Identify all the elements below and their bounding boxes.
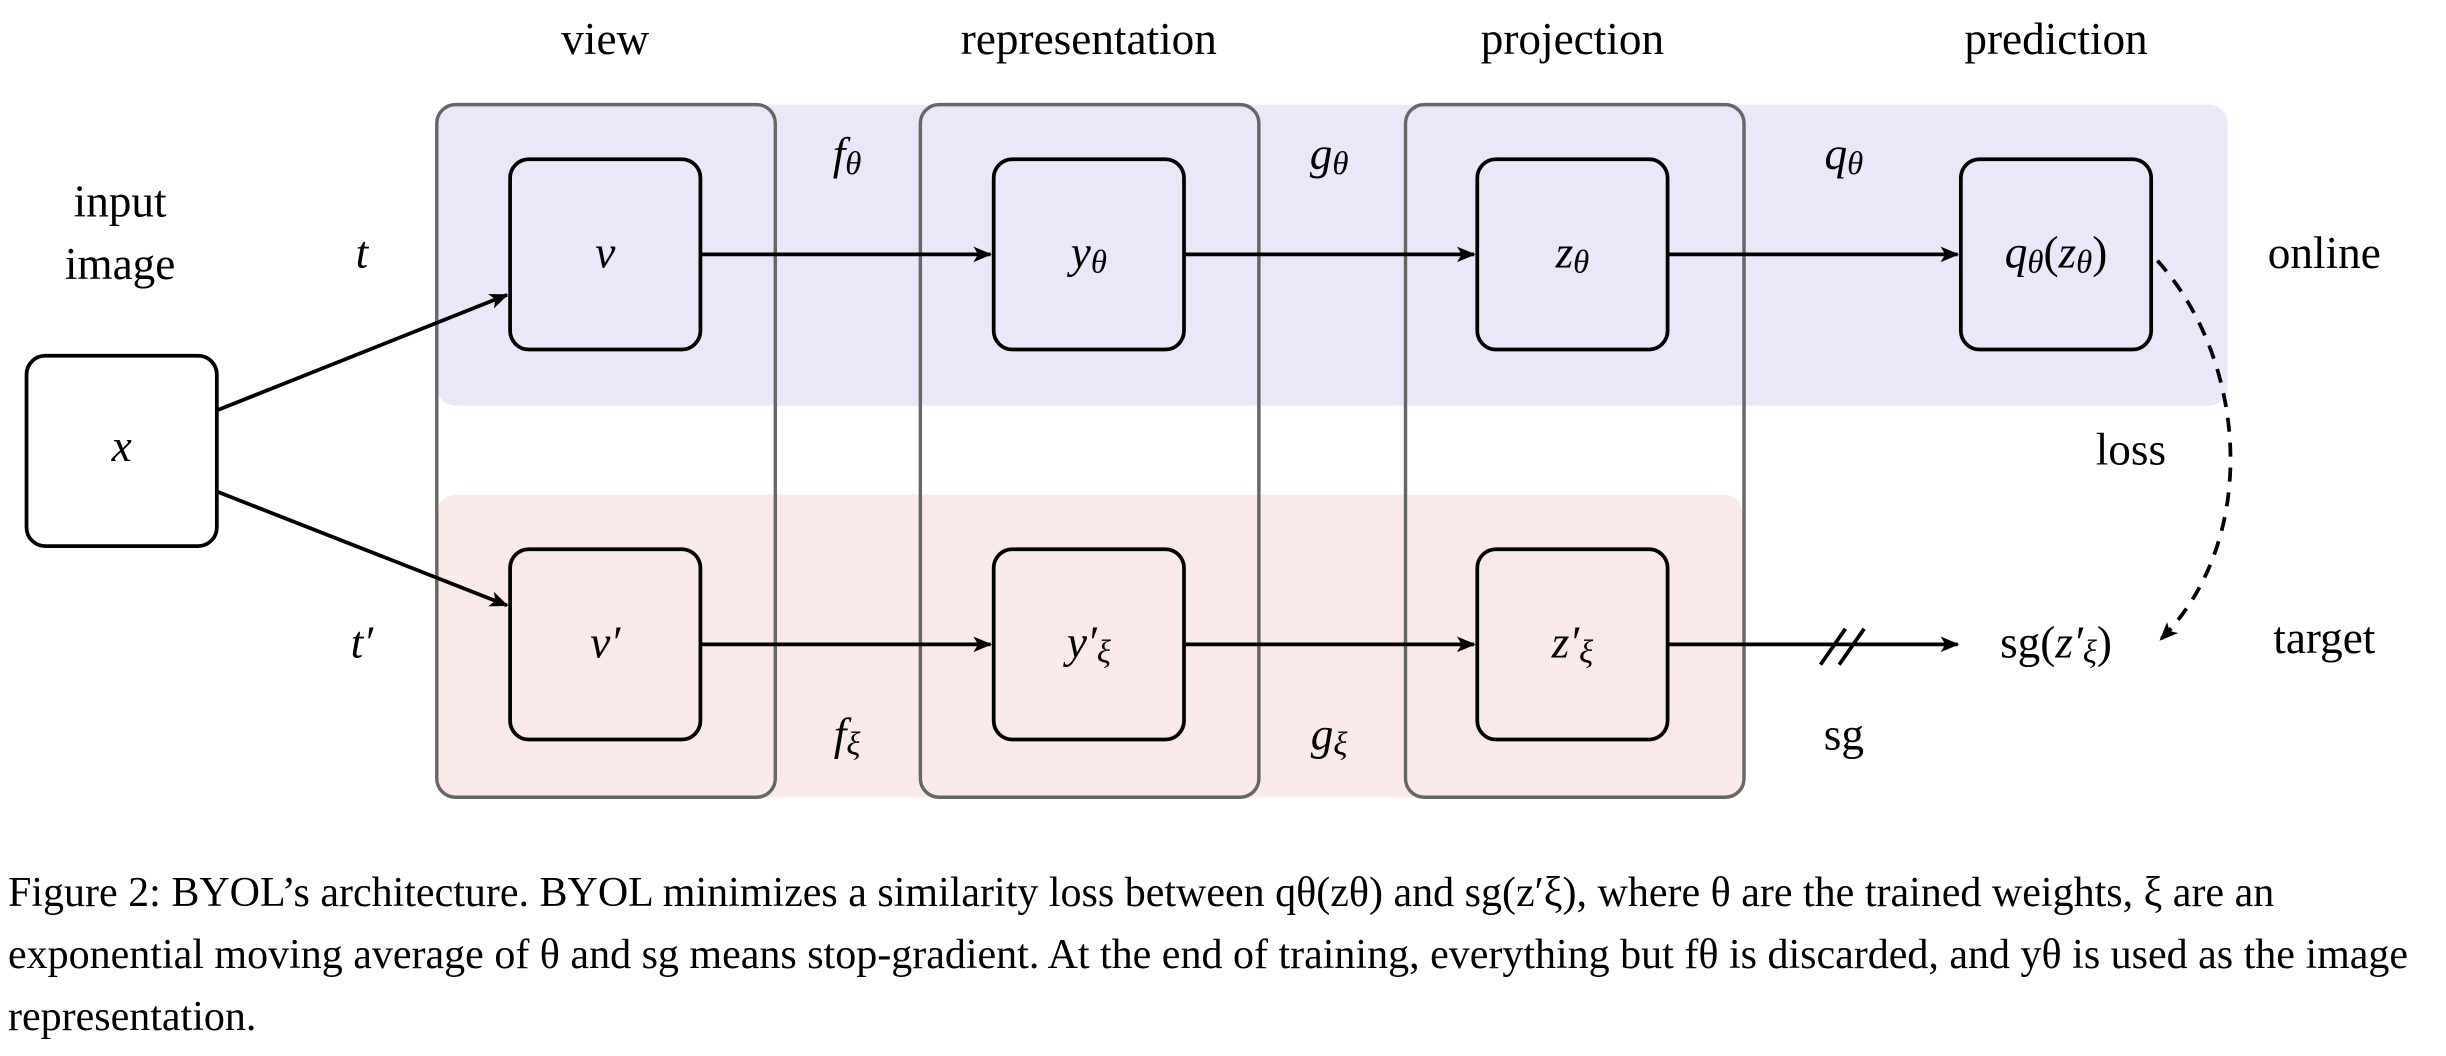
node-label: x (111, 421, 132, 471)
caption: Figure 2: BYOL’s architecture. BYOL mini… (8, 870, 2409, 1040)
math-part: ξ (1097, 635, 1112, 671)
column-header: projection (1481, 14, 1664, 64)
column-frame (1403, 102, 1746, 799)
node-label: z′ξ (1551, 618, 1595, 671)
math-part: θ (1573, 245, 1589, 281)
column-frame (435, 102, 778, 799)
input-label: image (65, 239, 176, 289)
column-frame (918, 102, 1261, 799)
loss-label: loss (2096, 424, 2166, 474)
math-part: z (2058, 228, 2077, 278)
math-part: v′ (590, 618, 621, 668)
input-label: input (74, 176, 167, 226)
node-label: qθ(zθ) (2005, 228, 2108, 281)
math-part: g (1311, 710, 1334, 760)
transform-label: t (356, 228, 370, 278)
math-part: ) (2092, 228, 2107, 278)
column-frames (435, 102, 1746, 799)
target-band (436, 494, 1743, 798)
edge-label: gθ (1310, 130, 1349, 183)
column-header: representation (961, 14, 1217, 64)
math-part: t (356, 228, 370, 278)
math-part: v (595, 228, 616, 278)
math-part: z′ (2054, 618, 2084, 668)
math-part: z (1555, 228, 1574, 278)
column-header: view (561, 14, 649, 64)
math-part: y′ (1063, 618, 1098, 668)
stop-gradient-mark (1837, 627, 1866, 666)
math-part: θ (2076, 245, 2092, 281)
math-part: θ (1091, 245, 1107, 281)
math-part: q (1825, 130, 1848, 180)
diagram-content: view representation projection prediction in… (24, 14, 2381, 763)
column-header: prediction (1964, 14, 2147, 64)
node-label: yθ (1067, 228, 1107, 281)
math-part: q (2005, 228, 2028, 278)
loss-arrow (2156, 259, 2233, 641)
node-label: sg(z′ξ) (2000, 618, 2112, 671)
transform-label: t′ (351, 618, 375, 668)
arrow (216, 489, 509, 608)
node-label: v′ (590, 618, 621, 668)
math-part: ( (2043, 228, 2058, 278)
node-box (991, 547, 1186, 742)
math-part: y (1067, 228, 1092, 278)
math-part: θ (1847, 147, 1863, 183)
edge-label: qθ (1825, 130, 1864, 183)
edge-label: sg (1824, 710, 1864, 760)
math-part: θ (1332, 147, 1348, 183)
row-label: target (2273, 613, 2376, 663)
math-part: sg( (2000, 618, 2055, 668)
math-part: g (1310, 130, 1333, 180)
math-part: ξ (1333, 727, 1348, 763)
diagram: view representation projection prediction in… (24, 14, 2381, 799)
node-box (1958, 157, 2154, 352)
math-part: θ (2027, 245, 2043, 281)
stop-gradient-mark (1818, 627, 1847, 666)
math-part: ξ (1579, 635, 1594, 671)
math-part: x (111, 421, 132, 471)
arrow (216, 293, 509, 413)
node-label: y′ξ (1063, 618, 1112, 671)
row-label: online (2268, 228, 2381, 278)
node-label: v (595, 228, 616, 278)
math-part: z′ (1551, 618, 1581, 668)
math-part: t′ (351, 618, 375, 668)
edge-label: gξ (1311, 710, 1349, 763)
node-label: zθ (1555, 228, 1590, 281)
math-part: sg (1824, 710, 1864, 760)
node-box (991, 157, 1186, 352)
math-part: ξ (846, 727, 861, 763)
math-part: ) (2097, 618, 2112, 668)
math-part: θ (845, 147, 861, 183)
node-box (24, 353, 219, 548)
math-part: ξ (2083, 635, 2098, 671)
